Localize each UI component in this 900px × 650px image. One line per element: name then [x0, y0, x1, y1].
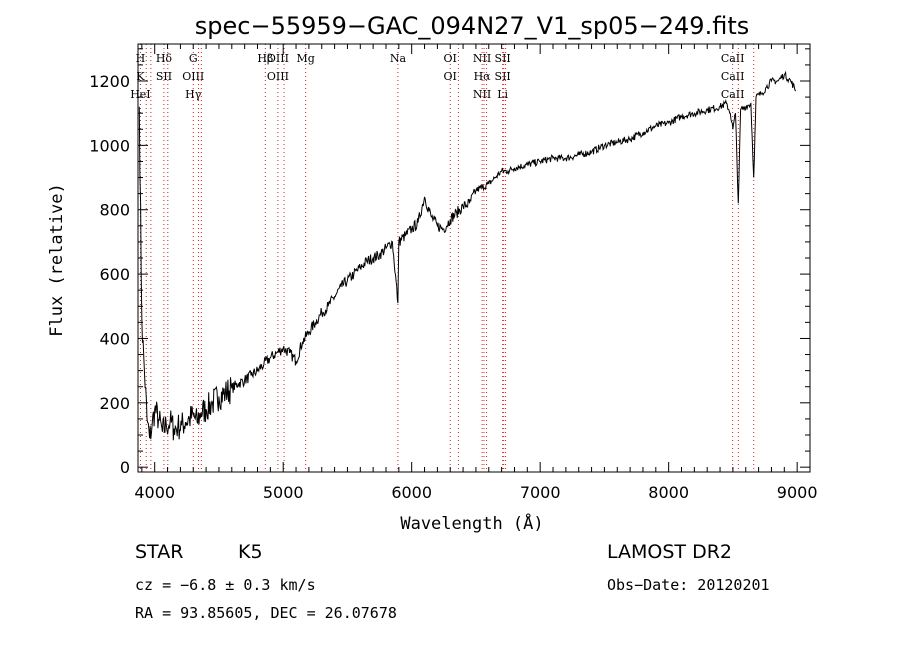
line-label: OIII — [182, 70, 204, 83]
line-label: OI — [444, 70, 457, 83]
line-label: Hδ — [156, 52, 173, 65]
line-label: Mg — [297, 52, 315, 65]
line-label: SII — [495, 52, 511, 65]
line-label: OI — [444, 52, 457, 65]
y-tick-label: 600 — [99, 265, 130, 284]
x-axis-label: Wavelength (Å) — [400, 512, 543, 534]
y-tick-label: 0 — [120, 458, 130, 477]
axis-ticks: 4000 5000 6000 7000 8000 9000 0 200 400 600 800 100… — [89, 44, 818, 502]
line-label: HeI — [130, 88, 150, 101]
line-label: SII — [156, 70, 172, 83]
line-label: OIII — [267, 52, 289, 65]
line-label: CaII — [721, 52, 745, 65]
line-label: Hα — [474, 70, 492, 83]
line-label: Hβ — [257, 52, 273, 65]
y-axis-label: Flux (relative) — [47, 183, 67, 337]
x-tick-label: 8000 — [648, 483, 689, 502]
x-tick-label: 5000 — [263, 483, 304, 502]
y-tick-label: 800 — [99, 201, 130, 220]
y-tick-label: 400 — [99, 329, 130, 348]
line-label: G — [189, 52, 198, 65]
line-label: NII — [473, 52, 491, 65]
x-tick-label: 4000 — [134, 483, 175, 502]
y-tick-label: 1200 — [89, 72, 130, 91]
line-label: K — [136, 70, 145, 83]
line-label: SII — [495, 70, 511, 83]
redshift-text: cz = −6.8 ± 0.3 km/s — [135, 576, 316, 594]
line-label: Hγ — [185, 88, 202, 101]
line-label: NII — [473, 88, 491, 101]
x-tick-label: 7000 — [520, 483, 561, 502]
x-tick-label: 6000 — [391, 483, 432, 502]
line-label: OIII — [267, 70, 289, 83]
object-subclass: K5 — [238, 541, 263, 563]
y-tick-label: 1000 — [89, 136, 130, 155]
line-label: CaII — [721, 88, 745, 101]
line-label: Li — [497, 88, 508, 101]
line-label: CaII — [721, 70, 745, 83]
chart-title: spec−55959−GAC_094N27_V1_sp05−249.fits — [195, 12, 749, 40]
spectrum-line — [138, 70, 796, 441]
coordinates: RA = 93.85605, DEC = 26.07678 — [135, 604, 397, 622]
plot-frame — [137, 43, 811, 473]
object-class: STAR — [135, 541, 184, 563]
obs-date: Obs−Date: 20120201 — [607, 576, 770, 594]
survey-name: LAMOST DR2 — [607, 541, 732, 563]
y-tick-label: 200 — [99, 394, 130, 413]
line-label: Na — [390, 52, 407, 65]
x-tick-label: 9000 — [777, 483, 818, 502]
line-label: H — [136, 52, 146, 65]
